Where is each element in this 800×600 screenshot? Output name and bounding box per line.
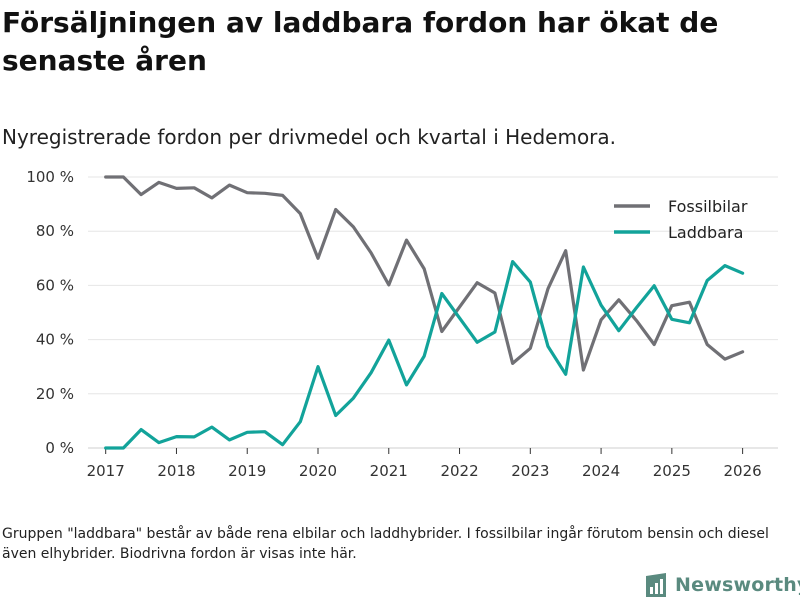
legend-label-fossilbilar: Fossilbilar xyxy=(668,197,748,216)
series-line-laddbara xyxy=(104,260,745,450)
y-tick-label: 80 % xyxy=(36,222,74,240)
axes: 0 % 20 % 40 % 60 % 80 % 100 % 2017 2018 2019 2020… xyxy=(26,168,761,480)
y-tick-label: 20 % xyxy=(36,385,74,403)
newsworthy-logo: Newsworthy xyxy=(644,570,800,600)
chart-title: Försäljningen av laddbara fordon har öka… xyxy=(2,6,719,77)
x-tick-label: 2020 xyxy=(299,462,337,480)
footnote: Gruppen "laddbara" består av både rena e… xyxy=(2,526,769,562)
x-tick-label: 2017 xyxy=(87,462,125,480)
chart-subtitle: Nyregistrerade fordon per drivmedel och … xyxy=(2,125,617,149)
x-tick-label: 2025 xyxy=(653,462,691,480)
x-tick-label: 2021 xyxy=(370,462,408,480)
bar-chart-logo-icon xyxy=(646,573,666,597)
x-tick-label: 2018 xyxy=(157,462,195,480)
x-tick-label: 2022 xyxy=(440,462,478,480)
line-chart: 0 % 20 % 40 % 60 % 80 % 100 % 2017 2018 2019 2020… xyxy=(26,168,778,480)
series-line-fossilbilar xyxy=(104,175,745,372)
brand-name: Newsworthy xyxy=(675,574,800,596)
series-lines xyxy=(104,175,745,450)
legend: Fossilbilar Laddbara xyxy=(614,197,748,242)
y-tick-label: 0 % xyxy=(45,439,74,457)
gridlines xyxy=(88,176,778,449)
y-tick-label: 40 % xyxy=(36,331,74,349)
y-tick-label: 60 % xyxy=(36,276,74,294)
y-tick-label: 100 % xyxy=(26,168,74,186)
x-tick-label: 2023 xyxy=(511,462,549,480)
x-tick-label: 2019 xyxy=(228,462,266,480)
legend-label-laddbara: Laddbara xyxy=(668,223,743,242)
x-tick-label: 2026 xyxy=(724,462,762,480)
x-tick-label: 2024 xyxy=(582,462,620,480)
